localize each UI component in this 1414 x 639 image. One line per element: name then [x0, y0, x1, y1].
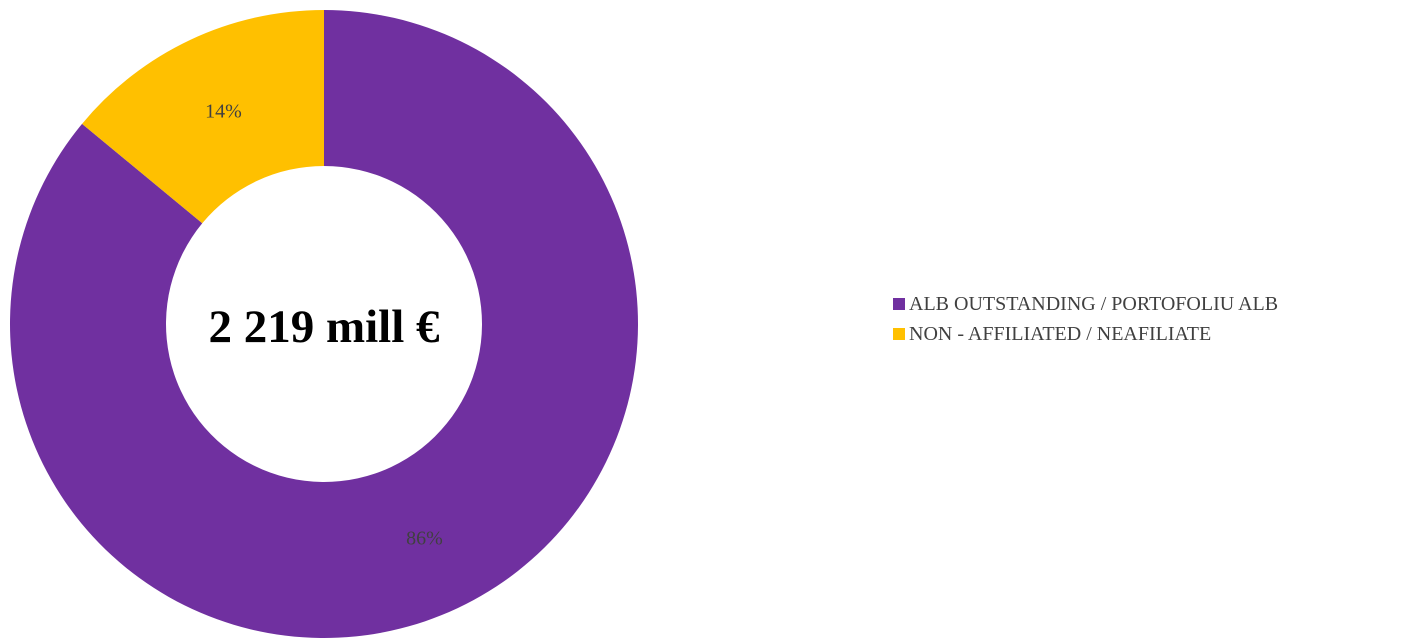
legend-item-non-affiliated: NON - AFFILIATED / NEAFILIATE — [893, 319, 1278, 349]
donut-slice-1 — [82, 9, 325, 224]
donut-slice-0 — [10, 10, 638, 638]
slice-data-label-0: 86% — [406, 528, 443, 550]
chart-legend: ALB OUTSTANDING / PORTOFOLIU ALB NON - A… — [893, 289, 1278, 349]
legend-label-non-affiliated: NON - AFFILIATED / NEAFILIATE — [909, 323, 1212, 345]
slice-labels-group: 86% 14% — [205, 100, 443, 549]
legend-swatch-alb-outstanding — [893, 298, 905, 310]
legend-item-alb-outstanding: ALB OUTSTANDING / PORTOFOLIU ALB — [893, 289, 1278, 319]
slice-data-label-1: 14% — [205, 100, 242, 122]
slices-group — [10, 9, 638, 638]
center-total-label: 2 219 mill € — [208, 301, 439, 353]
legend-swatch-non-affiliated — [893, 328, 905, 340]
legend-label-alb-outstanding: ALB OUTSTANDING / PORTOFOLIU ALB — [909, 293, 1279, 315]
